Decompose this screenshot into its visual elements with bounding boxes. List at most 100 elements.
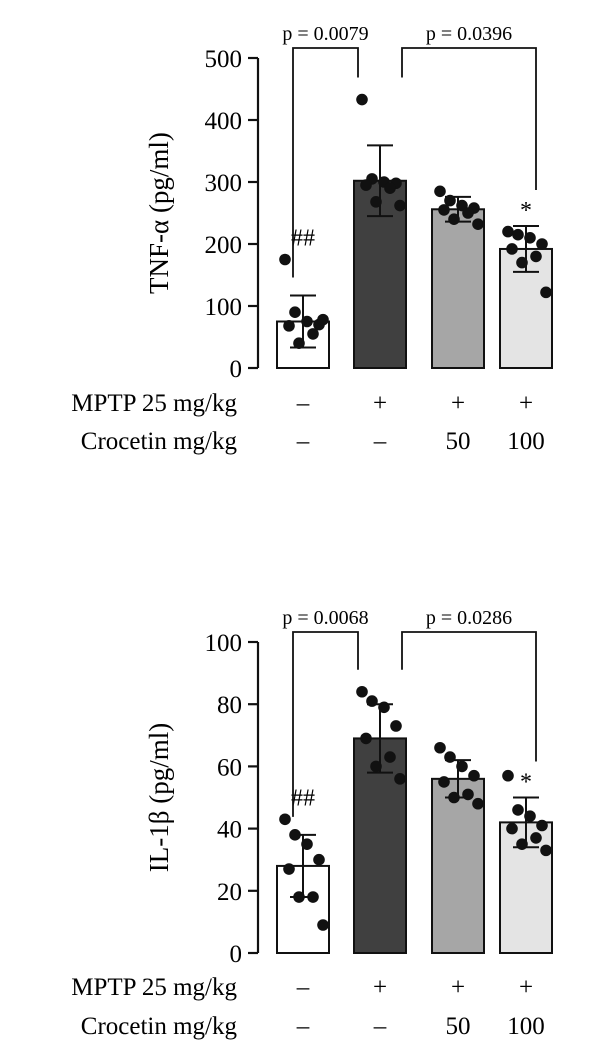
data-point: [317, 313, 329, 326]
y-tick-label: 0: [230, 941, 243, 968]
data-point: [462, 207, 474, 219]
y-tick-label: 100: [205, 294, 243, 321]
y-tick-label: 40: [217, 817, 242, 844]
data-point: [293, 337, 305, 350]
data-point: [360, 732, 372, 745]
data-point: [506, 243, 518, 255]
bar: [353, 179, 407, 369]
data-point: [512, 804, 524, 816]
crocetin-row-label: Crocetin mg/kg: [81, 428, 238, 455]
mptp-category-label: +: [451, 974, 465, 1001]
data-point: [536, 819, 548, 832]
data-point: [434, 741, 446, 754]
data-point: [356, 685, 368, 698]
data-point: [444, 751, 456, 763]
data-point: [512, 228, 524, 241]
p-value-label: p = 0.0396: [426, 23, 512, 45]
data-point: [438, 776, 450, 788]
data-point: [317, 919, 329, 931]
y-tick-label: 400: [205, 108, 243, 135]
data-point: [524, 232, 536, 244]
y-tick-label: 300: [205, 170, 243, 197]
data-point: [289, 306, 301, 319]
y-tick-label: 20: [217, 879, 242, 906]
panel-il-1beta: 0 20 40 60 80 100 IL-1β (pg/ml) – – ## + – +50 +100 * M…: [71, 607, 553, 1040]
data-point: [283, 863, 295, 875]
crocetin-category-label: 50: [446, 428, 471, 455]
significance-mark: ##: [291, 785, 315, 811]
data-point: [279, 813, 291, 826]
data-point: [462, 788, 474, 801]
y-tick-label: 60: [217, 754, 242, 781]
mptp-category-label: –: [296, 974, 310, 1001]
data-point: [448, 791, 460, 804]
data-point: [293, 891, 305, 903]
mptp-category-label: +: [373, 390, 387, 417]
crocetin-category-label: 100: [507, 1013, 545, 1040]
crocetin-category-label: –: [296, 1013, 310, 1040]
mptp-category-label: +: [519, 390, 533, 417]
data-point: [516, 838, 528, 850]
crocetin-row-label: Crocetin mg/kg: [81, 1013, 238, 1040]
data-point: [384, 182, 396, 194]
mptp-category-label: +: [451, 390, 465, 417]
data-point: [370, 196, 382, 208]
data-point: [530, 250, 542, 263]
data-point: [356, 93, 368, 106]
data-point: [448, 213, 460, 225]
data-point: [378, 701, 390, 714]
data-point: [301, 838, 313, 850]
p-value-label: p = 0.0079: [282, 23, 368, 45]
data-point: [394, 199, 406, 212]
data-point: [370, 760, 382, 773]
significance-mark: ##: [291, 226, 315, 252]
y-tick-label: 0: [230, 356, 243, 383]
data-point: [502, 769, 514, 782]
data-point: [313, 853, 325, 866]
comparison-bracket: [401, 47, 537, 191]
data-point: [468, 769, 480, 782]
comparison-bracket: [292, 47, 359, 278]
y-axis-title: IL-1β (pg/ml): [144, 723, 174, 872]
mptp-category-label: +: [519, 974, 533, 1001]
mptp-row-label: MPTP 25 mg/kg: [71, 974, 237, 1001]
data-point: [524, 810, 536, 822]
y-tick-label: 100: [205, 630, 243, 657]
data-point: [279, 253, 291, 266]
data-point: [530, 832, 542, 844]
data-point: [384, 751, 396, 763]
y-tick-label: 200: [205, 232, 243, 259]
y-tick-label: 80: [217, 692, 242, 719]
data-point: [516, 256, 528, 269]
data-point: [536, 238, 548, 250]
data-point: [390, 720, 402, 732]
significance-mark: *: [520, 198, 532, 224]
crocetin-category-label: 100: [507, 428, 545, 455]
y-axis-title: TNF-α (pg/ml): [144, 132, 174, 294]
data-point: [366, 695, 378, 707]
data-point: [540, 286, 552, 299]
crocetin-category-label: –: [373, 1013, 387, 1040]
data-point: [438, 204, 450, 216]
data-point: [540, 844, 552, 857]
data-point: [472, 797, 484, 810]
crocetin-category-label: –: [296, 428, 310, 455]
mptp-category-label: +: [373, 974, 387, 1001]
data-point: [283, 320, 295, 332]
data-point: [472, 218, 484, 230]
panel-tnf-alpha: 0 100 200 300 400 500 TNF-α (pg/ml) – – ## + – +50 +1…: [71, 23, 553, 455]
data-point: [506, 822, 518, 835]
data-point: [456, 760, 468, 773]
p-value-label: p = 0.0286: [426, 607, 512, 629]
crocetin-category-label: –: [373, 428, 387, 455]
bar: [431, 208, 485, 369]
data-point: [307, 891, 319, 903]
data-point: [394, 773, 406, 785]
mptp-row-label: MPTP 25 mg/kg: [71, 390, 237, 417]
data-point: [434, 185, 446, 198]
comparison-bracket: [292, 631, 359, 817]
p-value-label: p = 0.0068: [282, 607, 368, 629]
significance-mark: *: [520, 770, 532, 796]
data-point: [307, 328, 319, 340]
